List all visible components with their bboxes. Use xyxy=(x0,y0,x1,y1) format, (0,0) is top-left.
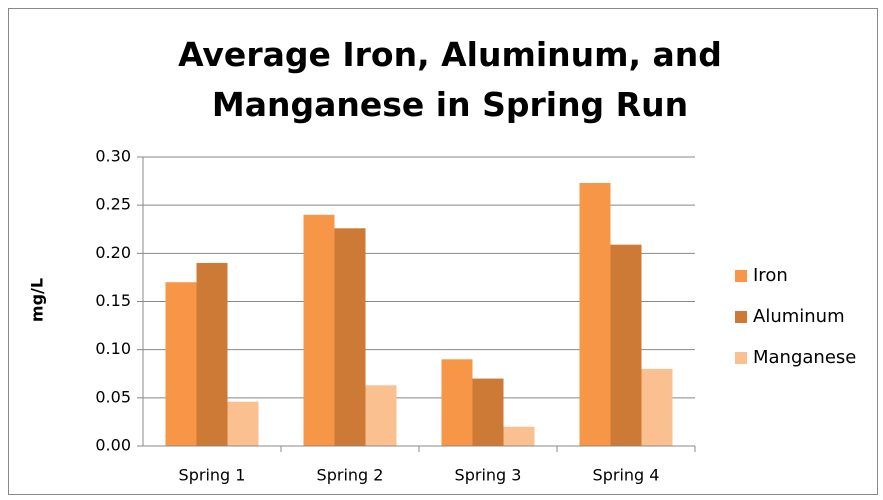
bar xyxy=(165,282,197,446)
legend-swatch xyxy=(735,270,747,282)
bar xyxy=(472,378,504,446)
y-axis-label: mg/L xyxy=(28,278,47,322)
y-tick-label: 0.20 xyxy=(95,243,131,262)
bar xyxy=(303,214,335,446)
y-tick-label: 0.15 xyxy=(95,291,131,310)
legend-label: Aluminum xyxy=(753,306,845,327)
bar xyxy=(610,244,642,446)
bar xyxy=(227,401,259,446)
bar xyxy=(503,426,535,446)
legend-swatch xyxy=(735,311,747,323)
x-tick-label: Spring 2 xyxy=(317,466,384,485)
y-tick-label: 0.05 xyxy=(95,387,131,406)
x-tick-label: Spring 4 xyxy=(593,466,660,485)
y-tick-label: 0.10 xyxy=(95,339,131,358)
bar xyxy=(365,385,397,446)
y-tick-label: 0.30 xyxy=(95,147,131,166)
chart-title: Average Iron, Aluminum, and Manganese in… xyxy=(178,35,722,124)
bar xyxy=(196,262,228,446)
bar xyxy=(441,359,473,446)
legend-label: Manganese xyxy=(753,347,856,368)
y-tick-label: 0.00 xyxy=(95,436,131,455)
bar xyxy=(641,368,673,446)
bar xyxy=(579,183,611,446)
y-tick-label: 0.25 xyxy=(95,195,131,214)
legend-swatch xyxy=(735,352,747,364)
x-tick-label: Spring 3 xyxy=(455,466,522,485)
bar xyxy=(334,228,366,446)
legend-label: Iron xyxy=(753,265,788,286)
x-tick-label: Spring 1 xyxy=(179,466,246,485)
